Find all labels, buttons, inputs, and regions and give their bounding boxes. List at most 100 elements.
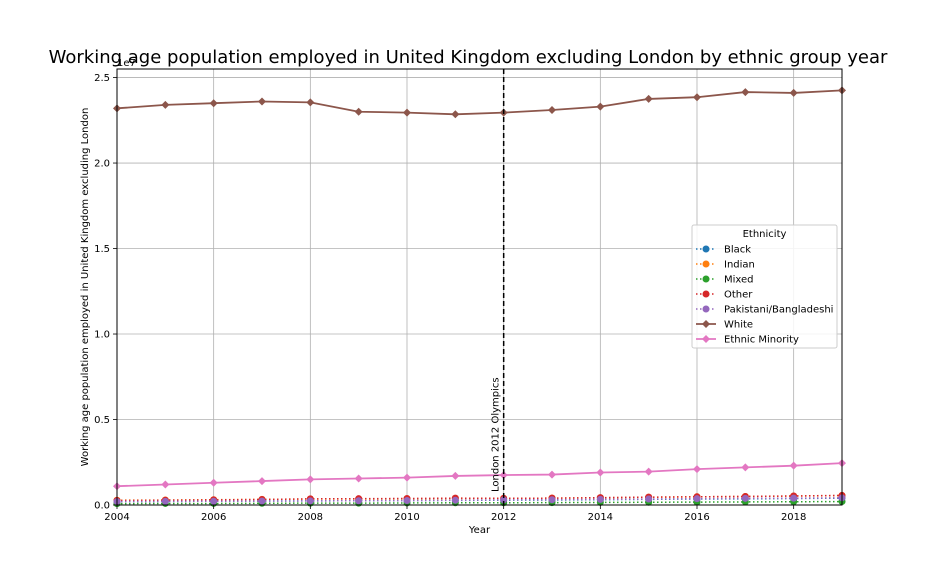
legend-item: Ethnic Minority bbox=[696, 335, 799, 346]
legend-swatch-marker bbox=[702, 305, 710, 313]
data-point bbox=[644, 94, 653, 103]
data-point bbox=[789, 88, 798, 97]
data-point bbox=[644, 467, 653, 476]
y-tick-label: 1.5 bbox=[94, 244, 110, 255]
x-axis-label: Year bbox=[468, 525, 491, 536]
data-point bbox=[548, 496, 556, 504]
data-point bbox=[161, 497, 169, 505]
series-ethnic-minority bbox=[113, 459, 846, 491]
legend-swatch-marker bbox=[702, 320, 710, 328]
legend-label: Black bbox=[724, 245, 751, 256]
legend-swatch-marker bbox=[702, 290, 710, 298]
data-point bbox=[403, 497, 411, 505]
annotation-layer: London 2012 Olympics bbox=[491, 69, 505, 505]
y-tick-label: 2.0 bbox=[94, 159, 110, 170]
series-line bbox=[116, 89, 843, 116]
legend-label: Other bbox=[724, 290, 753, 301]
data-point bbox=[354, 474, 363, 483]
legend-item: Mixed bbox=[696, 275, 754, 286]
x-tick-label: 2008 bbox=[298, 512, 323, 523]
data-point bbox=[790, 494, 798, 502]
data-point bbox=[306, 475, 315, 484]
legend-swatch-marker bbox=[702, 245, 710, 253]
legend-label: Pakistani/Bangladeshi bbox=[724, 305, 833, 316]
legend-label: Indian bbox=[724, 260, 755, 271]
data-point bbox=[258, 477, 266, 486]
series-line bbox=[116, 497, 843, 503]
series-line bbox=[116, 500, 843, 505]
x-tick-label: 2018 bbox=[781, 512, 806, 523]
data-point bbox=[500, 496, 508, 504]
x-tick-label: 2010 bbox=[394, 512, 419, 523]
data-point bbox=[355, 497, 363, 505]
series-indian bbox=[113, 492, 846, 504]
plot-frame bbox=[116, 68, 843, 506]
series-white bbox=[113, 86, 846, 119]
data-point bbox=[596, 102, 605, 111]
series-line bbox=[116, 494, 843, 502]
legend-label: Mixed bbox=[724, 275, 754, 286]
data-point bbox=[258, 97, 266, 106]
data-point bbox=[403, 473, 411, 482]
data-point bbox=[354, 107, 363, 116]
data-point bbox=[548, 106, 556, 115]
series-pakistani-bangladeshi bbox=[113, 494, 846, 506]
data-point bbox=[161, 100, 170, 109]
y-tick-label: 2.5 bbox=[94, 73, 110, 84]
series-mixed bbox=[113, 498, 846, 508]
data-point bbox=[499, 471, 508, 480]
data-point bbox=[741, 494, 749, 502]
y-tick-label: 0.0 bbox=[94, 501, 110, 512]
legend-title: Ethnicity bbox=[743, 229, 787, 240]
axis-ticks: 2004 2006 2008 2010 2012 2014 2016 2018 0.0 0.5 1.… bbox=[94, 73, 806, 523]
y-tick-label: 1.0 bbox=[94, 330, 110, 341]
data-point bbox=[403, 108, 411, 117]
x-tick-label: 2004 bbox=[104, 512, 129, 523]
x-tick-label: 2014 bbox=[588, 512, 613, 523]
data-point bbox=[451, 496, 459, 504]
data-point bbox=[451, 110, 460, 119]
legend-item: Pakistani/Bangladeshi bbox=[696, 305, 833, 316]
data-point bbox=[210, 497, 218, 505]
data-point bbox=[596, 495, 604, 503]
data-point bbox=[741, 88, 750, 97]
legend-label: White bbox=[724, 320, 753, 331]
legend-items: Black Indian Mixed Other Pakistani/Banglades… bbox=[696, 245, 833, 346]
legend-item: Black bbox=[696, 245, 751, 256]
legend-swatch-marker bbox=[702, 275, 710, 283]
legend-swatch-marker bbox=[702, 260, 710, 268]
data-point bbox=[258, 497, 266, 505]
data-point bbox=[306, 98, 315, 107]
legend-item: Indian bbox=[696, 260, 755, 271]
legend-box bbox=[691, 224, 838, 349]
data-point bbox=[451, 471, 460, 480]
data-point bbox=[209, 478, 218, 487]
data-point bbox=[548, 470, 556, 479]
legend-item: White bbox=[696, 320, 753, 331]
y-tick-label: 0.5 bbox=[94, 415, 110, 426]
data-point bbox=[306, 497, 314, 505]
series-other bbox=[113, 491, 846, 505]
x-tick-label: 2016 bbox=[684, 512, 709, 523]
data-point bbox=[209, 99, 218, 108]
y-axis-label: Working age population employed in Unite… bbox=[80, 108, 91, 467]
data-point bbox=[645, 495, 653, 503]
legend-label: Ethnic Minority bbox=[724, 335, 799, 346]
data-point bbox=[161, 480, 170, 489]
data-point bbox=[789, 461, 798, 470]
y-multiplier: 1e7 bbox=[117, 58, 136, 69]
data-point bbox=[596, 468, 605, 477]
legend: Ethnicity Black Indian Mixed Other Pakistani… bbox=[691, 224, 838, 349]
series-line bbox=[116, 462, 843, 488]
legend-swatch-marker bbox=[702, 335, 710, 343]
data-point bbox=[693, 495, 701, 503]
olympics-annotation: London 2012 Olympics bbox=[491, 377, 502, 492]
data-point bbox=[741, 463, 750, 472]
grid bbox=[116, 69, 842, 506]
data-point bbox=[693, 465, 701, 474]
x-tick-label: 2012 bbox=[491, 512, 516, 523]
x-tick-label: 2006 bbox=[201, 512, 226, 523]
series-black bbox=[113, 494, 846, 506]
data-point bbox=[693, 93, 701, 102]
